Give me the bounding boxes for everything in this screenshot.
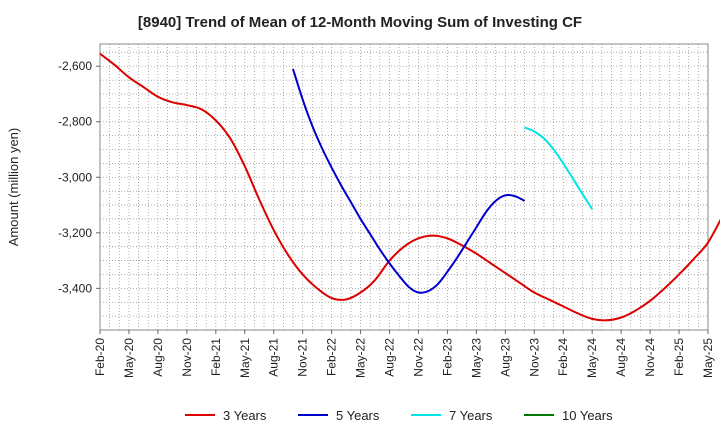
x-tick-label: Feb-22 [325, 338, 339, 376]
x-tick-label: Feb-21 [209, 338, 223, 376]
y-tick-label: -2,600 [58, 59, 92, 73]
y-tick-label: -3,000 [58, 170, 92, 184]
x-tick-label: Aug-21 [267, 338, 281, 377]
legend-label-7-years: 7 Years [449, 408, 493, 423]
legend-label-3-years: 3 Years [223, 408, 267, 423]
x-tick-label: Aug-23 [498, 338, 512, 377]
plot-frame [99, 43, 709, 331]
axis-layer: -2,600 -2,800 -3,000 -3,200 -3,400 Feb-20 May-… [58, 59, 715, 378]
x-tick-label: Nov-24 [643, 338, 657, 377]
x-tick-label: May-21 [238, 338, 252, 378]
x-tick-label: Aug-22 [383, 338, 397, 377]
x-tick-label: Feb-24 [556, 338, 570, 376]
y-tick-label: -2,800 [58, 115, 92, 129]
x-tick-label: Nov-22 [411, 338, 425, 377]
chart-title: [8940] Trend of Mean of 12-Month Moving … [137, 14, 583, 31]
y-tick-label: -3,200 [58, 226, 92, 240]
x-tick-label: Nov-23 [527, 338, 541, 377]
legend: 3 Years 5 Years 7 Years 10 Years [185, 408, 613, 423]
series-line-5-years [292, 68, 526, 294]
x-tick-label: Aug-20 [151, 338, 165, 377]
x-tick-label: May-23 [469, 338, 483, 378]
x-tick-label: Feb-25 [672, 338, 686, 376]
y-tick-label: -3,400 [58, 281, 92, 295]
series-line-7-years [524, 126, 594, 210]
x-tick-label: May-25 [701, 338, 715, 378]
x-tick-label: Nov-20 [180, 338, 194, 377]
y-axis-title: Amount (million yen) [6, 128, 21, 247]
x-tick-label: Nov-21 [296, 338, 310, 377]
legend-label-10-years: 10 Years [562, 408, 613, 423]
x-tick-label: May-20 [122, 338, 136, 378]
series-line-3-years [99, 52, 720, 322]
grid-layer [100, 44, 708, 331]
x-tick-label: Feb-20 [93, 338, 107, 376]
x-tick-label: Aug-24 [614, 338, 628, 377]
legend-label-5-years: 5 Years [336, 408, 380, 423]
x-tick-label: May-24 [585, 338, 599, 378]
x-tick-label: Feb-23 [440, 338, 454, 376]
x-tick-label: May-22 [354, 338, 368, 378]
series-layer [99, 52, 720, 322]
